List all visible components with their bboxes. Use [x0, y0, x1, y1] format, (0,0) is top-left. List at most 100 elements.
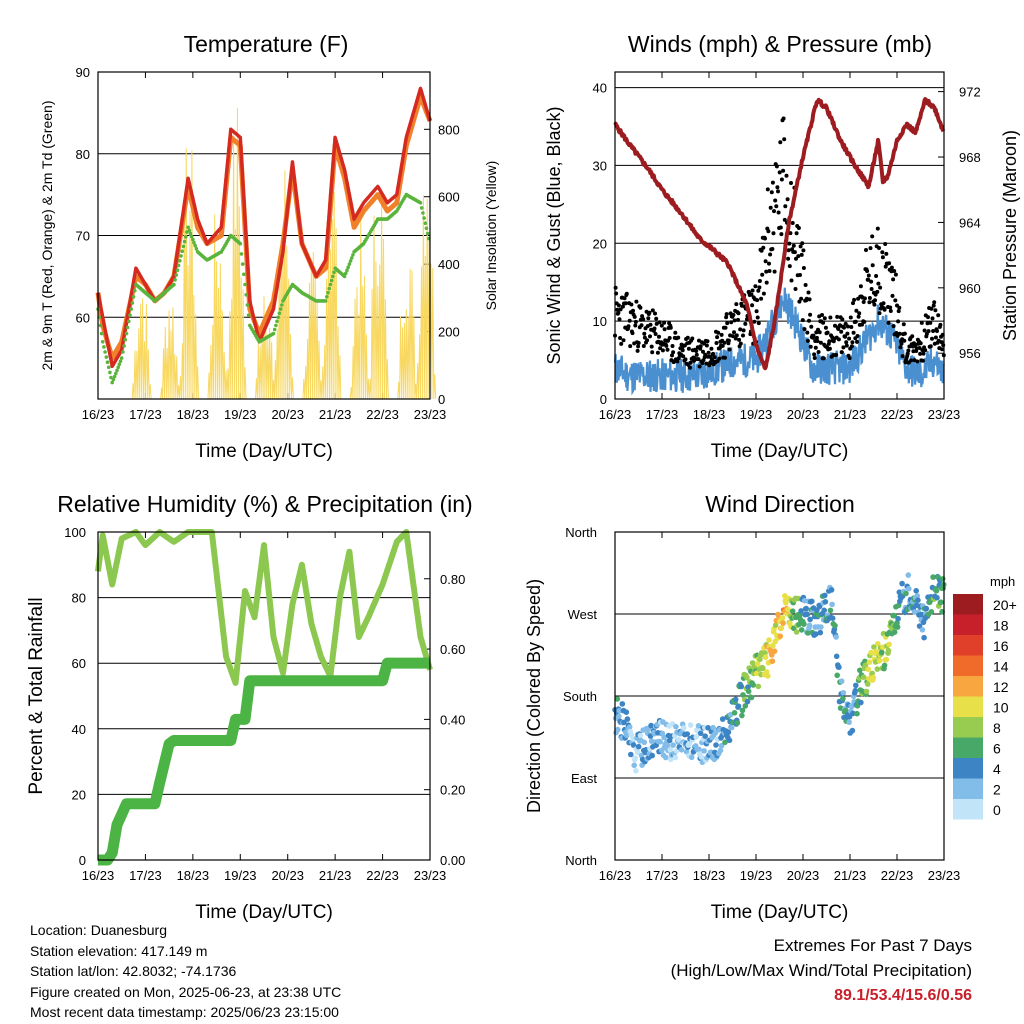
dewpoint-point: [271, 331, 276, 336]
dewpoint-point: [348, 259, 353, 263]
gust-point: [729, 320, 734, 325]
x-tick-label: 23/23: [414, 868, 447, 883]
direction-point: [857, 667, 863, 674]
gust-point: [778, 225, 783, 230]
gust-point: [705, 339, 710, 344]
direction-point: [745, 688, 752, 695]
direction-point: [713, 742, 719, 748]
station-location: Location: Duanesburg: [30, 922, 167, 938]
dewpoint-point: [116, 365, 120, 370]
gust-point: [893, 298, 898, 303]
direction-point: [635, 743, 642, 750]
gust-point: [855, 339, 859, 344]
direction-point: [779, 615, 786, 621]
y-tick-label: North: [565, 525, 597, 540]
gust-point: [781, 168, 786, 173]
y-tick-label: 80: [76, 147, 90, 162]
gust-point: [862, 296, 867, 301]
gust-point: [803, 283, 808, 287]
gust-point: [793, 287, 798, 291]
gust-point: [932, 300, 937, 305]
dewpoint-point: [422, 216, 426, 220]
dewpoint-point: [246, 313, 251, 318]
gust-point: [676, 335, 681, 340]
dewpoint-point: [242, 272, 246, 277]
direction-point: [719, 716, 726, 722]
gust-point: [845, 331, 850, 336]
colorbar-label: 18: [993, 618, 1009, 634]
direction-point: [876, 658, 883, 664]
gust-point: [849, 344, 854, 349]
gust-point: [755, 298, 760, 303]
direction-point: [688, 754, 695, 761]
direction-point: [739, 712, 745, 719]
gust-point: [662, 320, 667, 325]
gust-point: [638, 305, 643, 310]
direction-point: [870, 674, 877, 681]
dewpoint-point: [127, 319, 131, 324]
dewpoint-point: [192, 240, 196, 245]
gust-point: [642, 335, 647, 340]
gust-point: [921, 351, 926, 356]
gust-point: [869, 279, 874, 284]
gust-point: [715, 335, 720, 340]
dewpoint-point: [180, 249, 184, 253]
gust-point: [619, 341, 624, 346]
dewpoint-point: [244, 293, 248, 297]
gust-point: [717, 356, 722, 361]
gust-point: [882, 307, 887, 312]
gust-point: [851, 330, 856, 335]
gust-point: [852, 297, 857, 302]
series-wind-direction: [612, 572, 947, 774]
gust-point: [716, 330, 721, 335]
gust-point: [873, 298, 877, 303]
dewpoint-point: [175, 268, 180, 273]
gust-point: [842, 325, 846, 330]
gust-point: [843, 321, 848, 326]
gust-point: [910, 334, 915, 339]
gust-point: [844, 340, 849, 345]
x-tick-label: 17/23: [646, 407, 679, 422]
direction-point: [735, 703, 742, 709]
gust-point: [836, 337, 841, 342]
direction-point: [697, 730, 704, 737]
gust-point: [870, 234, 875, 239]
panel-4: Wind Direction 16/23 17/23 18/23 19/23 20/23 2…: [524, 491, 1017, 923]
direction-point: [821, 607, 827, 614]
gust-point: [867, 300, 872, 305]
colorbar-label: 14: [993, 659, 1009, 675]
dewpoint-point: [327, 286, 332, 291]
gust-point: [865, 269, 870, 273]
gust-point: [897, 305, 902, 310]
gust-point: [750, 303, 755, 308]
colorbar-swatch: [953, 737, 983, 758]
gust-point: [770, 180, 775, 185]
dewpoint-point: [424, 226, 429, 231]
direction-point: [838, 678, 845, 684]
direction-point: [649, 752, 655, 759]
gust-point: [889, 265, 894, 270]
gust-point: [636, 341, 641, 345]
x-axis-label: Time (Day/UTC): [711, 441, 849, 462]
plot-frame: [97, 531, 431, 861]
dewpoint-point: [187, 228, 192, 233]
direction-point: [637, 732, 644, 739]
direction-point: [858, 699, 864, 706]
colorbar: mph 20+ 18 16 14 12 10 8 6 4 2 0: [953, 574, 1017, 820]
direction-point: [739, 707, 746, 714]
x-tick-label: 17/23: [129, 407, 162, 422]
direction-point: [748, 694, 755, 701]
gust-point: [647, 310, 652, 315]
dewpoint-point: [328, 282, 333, 287]
x-tick-label: 22/23: [881, 868, 914, 883]
direction-point: [782, 593, 788, 599]
direction-point: [806, 622, 813, 629]
y2-tick-label: 200: [438, 325, 460, 340]
dewpoint-point: [181, 244, 186, 249]
gust-point: [839, 329, 844, 334]
direction-point: [762, 654, 769, 660]
direction-point: [906, 585, 912, 592]
y-tick-label: 90: [76, 65, 90, 80]
gust-point: [745, 317, 749, 322]
y-tick-label: 30: [593, 158, 607, 173]
